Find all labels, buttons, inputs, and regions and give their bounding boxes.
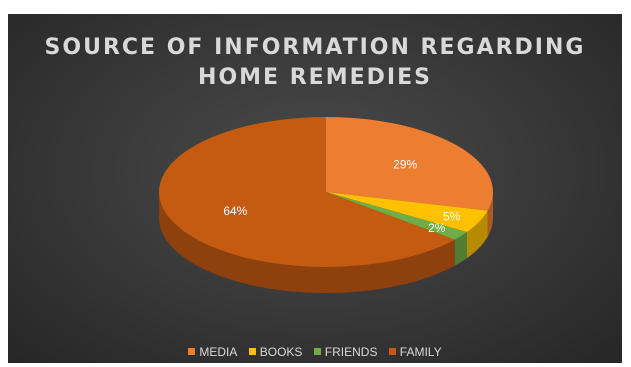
pie-side-family xyxy=(159,192,455,293)
chart-area: SOURCE OF INFORMATION REGARDING HOME REM… xyxy=(8,14,622,363)
legend-swatch-family xyxy=(388,348,396,355)
data-label-friends: 2% xyxy=(428,221,446,235)
chart-title: SOURCE OF INFORMATION REGARDING HOME REM… xyxy=(8,33,622,93)
legend-item-books: BOOKS xyxy=(248,345,303,359)
legend-swatch-media xyxy=(188,348,196,355)
legend-item-family: FAMILY xyxy=(388,345,442,359)
pie-slice-media xyxy=(326,117,494,211)
legend-item-media: MEDIA xyxy=(188,345,237,359)
legend-swatch-books xyxy=(248,348,256,355)
legend: MEDIA BOOKS FRIENDS FAMILY xyxy=(8,345,622,359)
data-label-family: 64% xyxy=(223,204,247,218)
legend-label-friends: FRIENDS xyxy=(324,345,378,359)
pie-side-layer xyxy=(159,192,494,293)
pie-chart: 29% 5%2% 64% xyxy=(158,116,494,293)
pie-slice-friends xyxy=(326,192,468,240)
pie-slice-family xyxy=(158,116,455,267)
legend-label-books: BOOKS xyxy=(259,345,303,359)
pie-side-media xyxy=(487,192,494,237)
pie-side-friends xyxy=(454,232,468,266)
legend-swatch-friends xyxy=(313,348,321,355)
data-label-media: 29% xyxy=(393,157,417,171)
pie-slice-books xyxy=(326,192,488,233)
chart-title-line-2: HOME REMEDIES xyxy=(198,65,432,90)
pie-side-books xyxy=(467,210,488,259)
legend-label-family: FAMILY xyxy=(399,345,442,359)
chart-title-line-1: SOURCE OF INFORMATION REGARDING xyxy=(44,35,586,60)
pie-label-layer: 29% 5%2% 64% xyxy=(223,157,460,235)
data-label-books: 5% xyxy=(443,209,461,223)
legend-label-media: MEDIA xyxy=(199,345,238,359)
pie-top-layer xyxy=(158,116,494,267)
legend-item-friends: FRIENDS xyxy=(313,345,378,359)
